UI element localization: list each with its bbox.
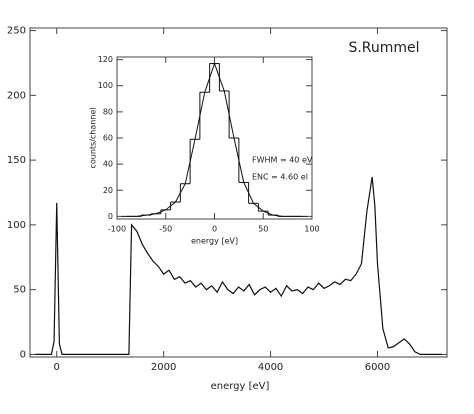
y-tick-label: 250 xyxy=(7,26,26,37)
x-tick-label: 0 xyxy=(54,362,60,373)
x-tick-label: 4000 xyxy=(258,362,283,373)
x-tick-label: -50 xyxy=(159,225,172,234)
plot-area xyxy=(116,56,313,220)
x-tick-label: 6000 xyxy=(365,362,390,373)
spectrum-line xyxy=(35,176,442,356)
y-tick-label: 0 xyxy=(108,212,113,221)
spectrum-line xyxy=(126,62,303,217)
fit-annotation: FWHM = 40 eV xyxy=(252,156,313,165)
y-tick-label: 40 xyxy=(103,160,113,169)
y-tick-label: 60 xyxy=(103,134,113,143)
y-tick-label: 100 xyxy=(7,220,26,231)
x-tick-label: -100 xyxy=(108,225,126,234)
author-annotation: S.Rummel xyxy=(348,40,419,56)
fit-annotation: ENC = 4.60 el xyxy=(252,173,308,182)
x-tick-label: 2000 xyxy=(151,362,176,373)
plot-area xyxy=(29,27,448,358)
x-tick-label: 0 xyxy=(212,225,217,234)
y-tick-label: 120 xyxy=(98,55,113,64)
y-tick-label: 100 xyxy=(98,81,113,90)
x-axis-label: energy [eV] xyxy=(211,381,270,392)
x-tick-label: 50 xyxy=(258,225,268,234)
y-tick-label: 200 xyxy=(7,90,26,101)
y-tick-label: 80 xyxy=(103,107,113,116)
y-tick-label: 20 xyxy=(103,186,113,195)
x-tick-label: 100 xyxy=(304,225,319,234)
y-tick-label: 150 xyxy=(7,155,26,166)
y-tick-label: 0 xyxy=(20,349,26,360)
y-axis-label: counts/channel xyxy=(89,107,98,168)
x-axis-label: energy [eV] xyxy=(191,237,238,246)
y-tick-label: 50 xyxy=(13,285,26,296)
